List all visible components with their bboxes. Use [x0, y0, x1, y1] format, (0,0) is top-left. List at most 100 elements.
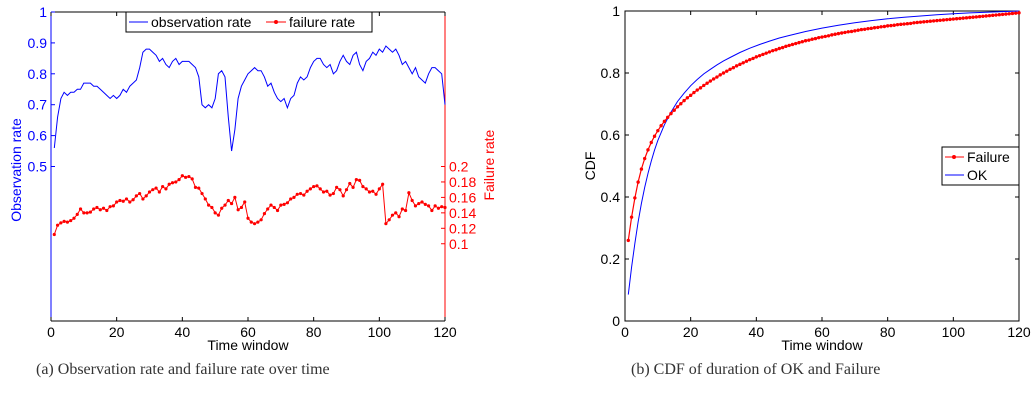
data-point-failure-rate — [233, 195, 237, 199]
data-point-failure — [767, 50, 772, 54]
data-point-failure — [945, 17, 949, 22]
y-right-axis-label: Failure rate — [481, 130, 497, 201]
y-axis-label: CDF — [582, 152, 598, 181]
data-point-failure — [876, 25, 880, 30]
y-left-tick-label: 0.6 — [28, 128, 48, 144]
data-point-failure-rate — [157, 190, 161, 194]
data-point-failure — [652, 134, 657, 138]
data-point-failure-rate — [443, 205, 447, 210]
data-point-failure-rate — [52, 232, 56, 237]
data-point-failure-rate — [177, 178, 181, 182]
data-point-failure — [938, 18, 942, 22]
data-point-failure — [895, 22, 900, 27]
data-point-failure — [1010, 11, 1015, 16]
data-point-failure-rate — [292, 195, 296, 199]
data-point-failure — [977, 14, 982, 19]
data-point-failure — [810, 37, 814, 41]
legend-marker-failure — [952, 155, 956, 159]
data-point-failure-rate — [407, 191, 411, 195]
data-point-failure-rate — [338, 188, 342, 192]
x-tick-label: 0 — [47, 324, 55, 340]
data-point-failure-rate — [259, 218, 263, 222]
data-point-failure — [882, 24, 887, 29]
data-point-failure-rate — [154, 186, 158, 190]
data-point-failure — [866, 26, 870, 31]
data-point-failure-rate — [367, 190, 372, 194]
data-point-failure-rate — [413, 204, 418, 208]
data-point-failure-rate — [256, 220, 260, 224]
x-tick-label: 80 — [880, 324, 896, 340]
data-point-failure — [951, 17, 956, 21]
data-point-failure — [964, 16, 969, 20]
data-point-failure-rate — [134, 194, 138, 198]
data-point-failure-rate — [190, 177, 194, 181]
data-point-failure — [958, 16, 962, 21]
data-point-failure-rate — [216, 213, 221, 217]
data-point-failure — [718, 73, 722, 77]
data-point-failure — [757, 53, 762, 58]
data-point-failure-rate — [187, 174, 191, 179]
data-point-failure — [636, 180, 640, 184]
data-point-failure — [833, 32, 837, 36]
data-point-failure — [1004, 12, 1008, 16]
chart-cdf-duration: 0 20 40 60 80 100 120 Time window 0 0.2 0.4 0.6 0.8 1… — [582, 3, 1031, 353]
data-point-failure-rate — [302, 193, 306, 197]
data-point-failure — [899, 22, 903, 27]
y-right-tick-label: 0.1 — [449, 236, 469, 252]
data-point-failure — [971, 15, 975, 19]
data-point-failure-rate — [98, 208, 102, 212]
y-right-tick-label: 0.14 — [449, 205, 476, 221]
data-point-failure-rate — [78, 207, 83, 211]
data-point-failure — [790, 42, 795, 47]
data-point-failure — [859, 27, 864, 32]
data-point-failure — [879, 25, 883, 29]
data-point-failure — [685, 96, 690, 100]
data-point-failure-rate — [351, 185, 355, 189]
data-point-failure — [820, 35, 824, 39]
data-point-failure-rate — [101, 206, 106, 210]
data-point-failure — [843, 30, 847, 35]
data-point-failure-rate — [59, 221, 63, 225]
data-point-failure-rate — [275, 208, 280, 213]
data-point-failure — [885, 24, 890, 28]
data-point-failure — [856, 28, 860, 32]
legend-label-observation-rate: observation rate — [151, 14, 252, 30]
data-point-failure — [675, 105, 680, 109]
data-point-failure-rate — [249, 220, 253, 224]
data-point-failure — [905, 22, 910, 26]
data-point-failure-rate — [239, 205, 244, 210]
data-point-failure — [849, 29, 854, 34]
data-point-failure — [984, 14, 988, 18]
data-point-failure — [954, 17, 959, 21]
data-point-failure — [708, 79, 713, 83]
data-point-failure-rate — [220, 206, 224, 210]
plot-area-a — [51, 12, 445, 321]
x-tick-label: 20 — [109, 324, 125, 340]
data-point-failure-rate — [138, 191, 142, 196]
data-point-failure-rate — [308, 187, 312, 191]
data-point-failure — [912, 21, 916, 25]
data-point-failure-rate — [151, 188, 155, 192]
x-tick-label: 100 — [942, 324, 966, 340]
data-point-failure-rate — [390, 213, 395, 217]
data-point-failure — [761, 52, 765, 57]
data-point-failure — [869, 26, 873, 31]
legend-label-ok: OK — [967, 167, 988, 183]
data-point-failure-rate — [118, 198, 122, 203]
data-point-failure-rate — [174, 180, 178, 184]
legend-label-failure: Failure — [967, 149, 1010, 165]
data-point-failure-rate — [423, 202, 427, 206]
data-point-failure-rate — [426, 204, 431, 208]
x-axis-label: Time window — [207, 337, 289, 353]
data-point-failure-rate — [62, 219, 66, 223]
data-point-failure-rate — [85, 211, 89, 215]
legend-label-failure-rate: failure rate — [289, 14, 355, 30]
data-point-failure-rate — [65, 220, 70, 224]
data-point-failure-rate — [397, 215, 401, 219]
data-point-failure — [918, 20, 923, 24]
data-point-failure-rate — [381, 182, 385, 186]
data-point-failure-rate — [305, 189, 309, 193]
data-point-failure — [643, 156, 647, 161]
data-point-failure-rate — [318, 187, 322, 191]
data-point-failure-rate — [436, 206, 441, 210]
